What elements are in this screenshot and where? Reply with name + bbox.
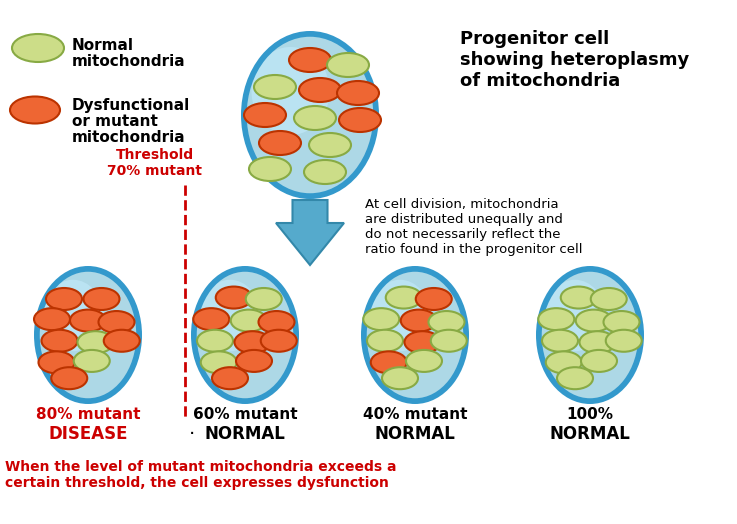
Ellipse shape — [370, 280, 430, 351]
Text: 60% mutant: 60% mutant — [192, 407, 297, 422]
Ellipse shape — [200, 280, 260, 351]
Ellipse shape — [406, 350, 442, 372]
Ellipse shape — [195, 270, 295, 400]
Ellipse shape — [245, 35, 375, 195]
Ellipse shape — [245, 288, 282, 310]
Text: DISEASE: DISEASE — [48, 425, 128, 443]
Ellipse shape — [70, 310, 106, 332]
Text: Threshold
70% mutant: Threshold 70% mutant — [108, 148, 203, 178]
Text: 100%: 100% — [567, 407, 613, 422]
Text: Normal: Normal — [72, 38, 134, 53]
Ellipse shape — [259, 311, 295, 333]
Ellipse shape — [38, 352, 74, 374]
Text: NORMAL: NORMAL — [374, 425, 455, 443]
Ellipse shape — [604, 311, 640, 333]
Ellipse shape — [193, 308, 229, 330]
Text: 80% mutant: 80% mutant — [36, 407, 140, 422]
Ellipse shape — [254, 75, 296, 99]
Ellipse shape — [309, 133, 351, 157]
Ellipse shape — [231, 310, 267, 332]
Ellipse shape — [538, 308, 574, 330]
Text: At cell division, mitochondria
are distributed unequally and
do not necessarily : At cell division, mitochondria are distr… — [365, 198, 582, 256]
Ellipse shape — [236, 350, 272, 372]
Text: NORMAL: NORMAL — [550, 425, 630, 443]
Ellipse shape — [361, 266, 469, 404]
Ellipse shape — [561, 287, 597, 309]
Ellipse shape — [200, 352, 237, 374]
Ellipse shape — [12, 34, 64, 62]
Text: mitochondria: mitochondria — [72, 54, 186, 69]
Ellipse shape — [74, 350, 110, 372]
Ellipse shape — [428, 311, 464, 333]
Ellipse shape — [43, 280, 103, 351]
Ellipse shape — [581, 350, 617, 372]
Ellipse shape — [197, 330, 233, 352]
Text: When the level of mutant mitochondria exceeds a
certain threshold, the cell expr: When the level of mutant mitochondria ex… — [5, 460, 397, 490]
Text: 40% mutant: 40% mutant — [363, 407, 467, 422]
Ellipse shape — [385, 287, 422, 309]
Ellipse shape — [304, 160, 346, 184]
Ellipse shape — [77, 331, 113, 353]
Ellipse shape — [52, 367, 87, 389]
Ellipse shape — [540, 270, 640, 400]
Ellipse shape — [99, 311, 134, 333]
Ellipse shape — [371, 352, 407, 374]
Ellipse shape — [367, 330, 403, 352]
Ellipse shape — [337, 81, 379, 105]
Ellipse shape — [327, 53, 369, 77]
Ellipse shape — [34, 308, 70, 330]
Text: Dysfunctional: Dysfunctional — [72, 98, 190, 113]
Ellipse shape — [261, 330, 297, 352]
Ellipse shape — [546, 352, 581, 374]
Polygon shape — [276, 200, 344, 265]
Ellipse shape — [545, 280, 605, 351]
Ellipse shape — [416, 288, 452, 310]
Ellipse shape — [299, 78, 341, 102]
Text: mitochondria: mitochondria — [72, 130, 186, 145]
Text: NORMAL: NORMAL — [205, 425, 285, 443]
Ellipse shape — [234, 331, 270, 353]
Ellipse shape — [294, 106, 336, 130]
Ellipse shape — [259, 131, 301, 155]
Ellipse shape — [46, 288, 82, 310]
Ellipse shape — [216, 287, 252, 309]
Ellipse shape — [34, 266, 142, 404]
Text: ·: · — [189, 425, 195, 444]
Ellipse shape — [191, 266, 299, 404]
Ellipse shape — [579, 331, 615, 353]
Ellipse shape — [382, 367, 418, 389]
Ellipse shape — [401, 310, 437, 332]
Ellipse shape — [430, 330, 467, 352]
Ellipse shape — [10, 96, 60, 124]
Text: or mutant: or mutant — [72, 114, 158, 129]
Ellipse shape — [38, 270, 138, 400]
Ellipse shape — [542, 330, 578, 352]
Text: Progenitor cell
showing heteroplasmy
of mitochondria: Progenitor cell showing heteroplasmy of … — [460, 30, 689, 90]
Ellipse shape — [251, 47, 329, 135]
Ellipse shape — [536, 266, 644, 404]
Ellipse shape — [241, 31, 379, 199]
Ellipse shape — [339, 108, 381, 132]
Ellipse shape — [212, 367, 248, 389]
Ellipse shape — [606, 330, 642, 352]
Ellipse shape — [289, 48, 331, 72]
Ellipse shape — [405, 331, 441, 353]
Ellipse shape — [557, 367, 593, 389]
Ellipse shape — [365, 270, 465, 400]
Ellipse shape — [83, 288, 119, 310]
Ellipse shape — [41, 330, 77, 352]
Ellipse shape — [104, 330, 140, 352]
Ellipse shape — [576, 310, 612, 332]
Ellipse shape — [363, 308, 399, 330]
Ellipse shape — [249, 157, 291, 181]
Ellipse shape — [244, 103, 286, 127]
Ellipse shape — [591, 288, 626, 310]
